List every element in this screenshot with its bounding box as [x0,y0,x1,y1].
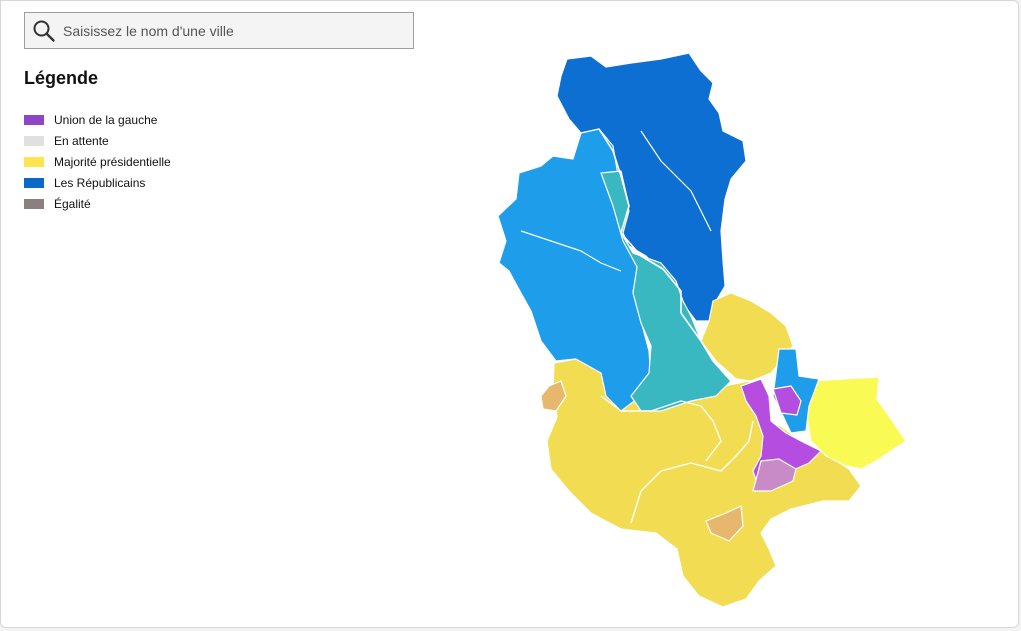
city-search-input[interactable] [63,22,403,39]
district-border [630,420,754,524]
legend-item-union-gauche: Union de la gauche [24,109,171,130]
legend-swatch [24,114,44,125]
district-border [600,395,722,462]
city-search-box[interactable] [24,12,414,49]
zone-orange-west[interactable] [540,380,567,412]
legend-item-majorite-presidentielle: Majorité présidentielle [24,151,171,172]
legend-item-egalite: Égalité [24,193,171,214]
legend-swatch [24,198,44,209]
zone-gauche-north[interactable] [772,385,802,416]
search-icon[interactable] [25,12,63,49]
district-border [640,130,712,232]
legend-swatch [24,177,44,188]
district-border [598,128,732,382]
legend-label: Égalité [54,196,91,211]
legend-label: Les Républicains [54,175,146,190]
legend-item-en-attente: En attente [24,130,171,151]
legend-swatch [24,135,44,146]
legend: Union de la gauche En attente Majorité p… [24,109,171,214]
legend-swatch [24,156,44,167]
district-border [520,230,622,272]
zone-far-east[interactable] [805,376,907,470]
legend-item-les-republicains: Les Républicains [24,172,171,193]
legend-label: En attente [54,133,109,148]
legend-title: Légende [24,68,99,88]
legend-label: Majorité présidentielle [54,154,171,169]
legend-label: Union de la gauche [54,112,158,127]
zone-orange-south[interactable] [705,505,744,542]
zone-teal[interactable] [600,170,732,412]
zone-gauche-light[interactable] [752,458,797,492]
zone-south[interactable] [546,358,862,608]
